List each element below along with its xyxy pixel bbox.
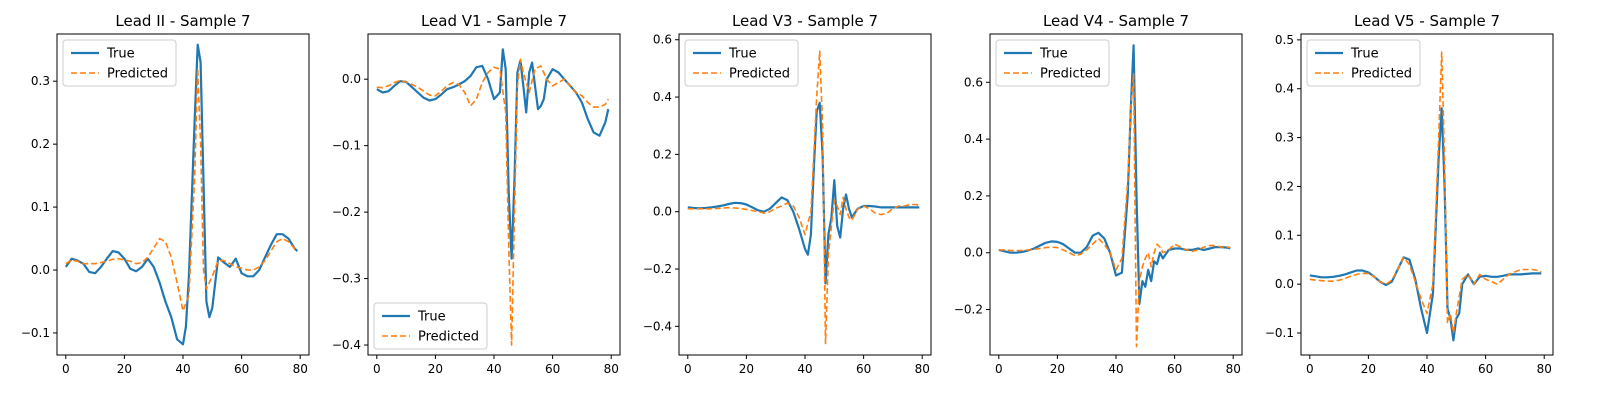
y-tick-label: 0.4 bbox=[964, 132, 983, 146]
series-line-predicted bbox=[687, 50, 920, 345]
x-tick-label: 0 bbox=[62, 362, 70, 376]
chart-panel-3: Lead V3 - Sample 7 0 20 40 60 80 −0.4 −0.2 0.0 0.… bbox=[643, 12, 932, 376]
chart-title: Lead II - Sample 7 bbox=[115, 12, 250, 30]
series-line-true bbox=[64, 43, 299, 346]
legend-label-true: True bbox=[106, 47, 135, 62]
x-tick-label: 60 bbox=[1478, 362, 1493, 376]
y-tick-label: 0.2 bbox=[964, 189, 983, 203]
y-tick-label: −0.2 bbox=[332, 205, 361, 219]
series-line-predicted bbox=[998, 73, 1231, 348]
legend-label-predicted: Predicted bbox=[107, 67, 168, 82]
y-tick-label: 0.1 bbox=[1275, 228, 1294, 242]
y-tick-label: 0.2 bbox=[1275, 179, 1294, 193]
chart-title: Lead V4 - Sample 7 bbox=[1043, 12, 1189, 30]
legend-label-predicted: Predicted bbox=[418, 330, 479, 345]
x-tick-label: 40 bbox=[797, 362, 812, 376]
x-tick-label: 60 bbox=[234, 362, 249, 376]
y-tick-label: −0.3 bbox=[332, 272, 361, 286]
series-line-predicted bbox=[376, 58, 609, 346]
legend-label-true: True bbox=[1039, 47, 1068, 62]
x-tick-label: 40 bbox=[175, 362, 190, 376]
legend-box bbox=[62, 39, 177, 87]
y-tick-label: −0.1 bbox=[1265, 326, 1294, 340]
x-tick-label: 80 bbox=[1537, 362, 1552, 376]
series-line-predicted bbox=[65, 67, 298, 312]
legend-box bbox=[373, 302, 488, 350]
y-tick-label: −0.2 bbox=[643, 262, 672, 276]
x-tick-label: 20 bbox=[739, 362, 754, 376]
chart-panel-5: Lead V5 - Sample 7 0 20 40 60 80 −0.1 0.0 0.1 0.2… bbox=[1265, 12, 1554, 376]
x-tick-label: 60 bbox=[545, 362, 560, 376]
y-tick-label: −0.1 bbox=[332, 139, 361, 153]
chart-title: Lead V1 - Sample 7 bbox=[421, 12, 567, 30]
legend: True Predicted bbox=[62, 39, 177, 87]
legend-label-predicted: Predicted bbox=[729, 67, 790, 82]
chart-title: Lead V3 - Sample 7 bbox=[732, 12, 878, 30]
y-tick-label: 0.0 bbox=[653, 205, 672, 219]
y-tick-label: 0.4 bbox=[1275, 82, 1294, 96]
legend: True Predicted bbox=[995, 39, 1110, 87]
legend: True Predicted bbox=[684, 39, 799, 87]
series-line-true bbox=[687, 101, 920, 285]
x-tick-label: 20 bbox=[1361, 362, 1376, 376]
chart-panel-1: Lead II - Sample 7 0 20 40 60 80 −0.1 0.0 0.1 0.2… bbox=[21, 12, 310, 376]
y-tick-label: 0.0 bbox=[1275, 277, 1294, 291]
x-tick-label: 60 bbox=[1167, 362, 1182, 376]
x-tick-label: 0 bbox=[995, 362, 1003, 376]
y-tick-label: −0.4 bbox=[643, 319, 672, 333]
legend-label-true: True bbox=[1350, 47, 1379, 62]
series-line-true bbox=[376, 48, 610, 260]
x-tick-label: 40 bbox=[1108, 362, 1123, 376]
legend-box bbox=[995, 39, 1110, 87]
y-tick-label: −0.2 bbox=[954, 303, 983, 317]
legend: True Predicted bbox=[373, 302, 488, 350]
legend-label-true: True bbox=[417, 310, 446, 325]
x-tick-label: 40 bbox=[486, 362, 501, 376]
x-tick-label: 20 bbox=[117, 362, 132, 376]
x-tick-label: 0 bbox=[684, 362, 692, 376]
y-tick-label: 0.0 bbox=[31, 263, 50, 277]
y-tick-label: −0.1 bbox=[21, 326, 50, 340]
x-tick-label: 20 bbox=[1050, 362, 1065, 376]
y-tick-label: 0.6 bbox=[964, 75, 983, 89]
y-tick-label: −0.4 bbox=[332, 338, 361, 352]
legend-box bbox=[684, 39, 799, 87]
x-tick-label: 20 bbox=[428, 362, 443, 376]
x-tick-label: 80 bbox=[604, 362, 619, 376]
x-tick-label: 0 bbox=[1306, 362, 1314, 376]
legend: True Predicted bbox=[1306, 39, 1421, 87]
y-tick-label: 0.2 bbox=[31, 137, 50, 151]
legend-box bbox=[1306, 39, 1421, 87]
chart-panel-4: Lead V4 - Sample 7 0 20 40 60 80 −0.2 0.0 0.2 0.4… bbox=[954, 12, 1243, 376]
y-tick-label: 0.0 bbox=[964, 246, 983, 260]
legend-label-predicted: Predicted bbox=[1351, 67, 1412, 82]
y-tick-label: 0.6 bbox=[653, 33, 672, 47]
legend-label-predicted: Predicted bbox=[1040, 67, 1101, 82]
series-line-predicted bbox=[1309, 51, 1542, 334]
x-tick-label: 60 bbox=[856, 362, 871, 376]
x-tick-label: 0 bbox=[373, 362, 381, 376]
chart-title: Lead V5 - Sample 7 bbox=[1354, 12, 1500, 30]
legend-label-true: True bbox=[728, 47, 757, 62]
chart-panel-2: Lead V1 - Sample 7 0 20 40 60 80 −0.4 −0.3 −0.2 −… bbox=[332, 12, 621, 376]
y-tick-label: 0.0 bbox=[342, 72, 361, 86]
y-tick-label: 0.3 bbox=[1275, 131, 1294, 145]
x-tick-label: 80 bbox=[293, 362, 308, 376]
x-tick-label: 40 bbox=[1419, 362, 1434, 376]
y-tick-label: 0.2 bbox=[653, 147, 672, 161]
x-tick-label: 80 bbox=[915, 362, 930, 376]
series-line-true bbox=[1309, 107, 1542, 342]
y-tick-label: 0.3 bbox=[31, 74, 50, 88]
y-tick-label: 0.4 bbox=[653, 90, 672, 104]
y-tick-label: 0.1 bbox=[31, 200, 50, 214]
y-tick-label: 0.5 bbox=[1275, 33, 1294, 47]
x-tick-label: 80 bbox=[1226, 362, 1241, 376]
